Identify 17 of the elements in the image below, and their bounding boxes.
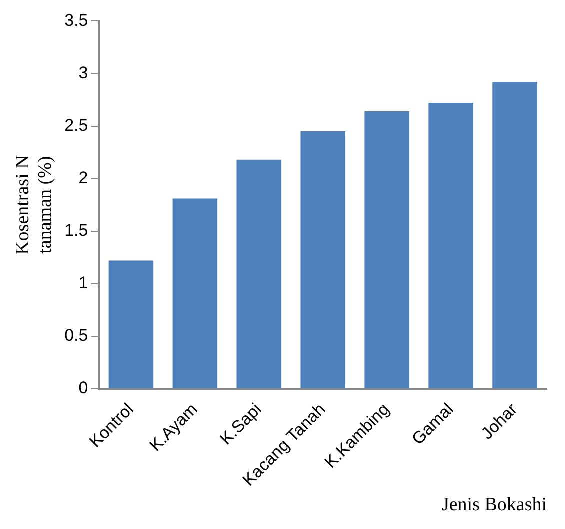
y-tick-label: 2: [78, 168, 88, 188]
bar: [108, 260, 154, 388]
y-tick-label: 0: [78, 378, 88, 398]
bar: [364, 112, 410, 388]
y-tick-label: 1: [78, 274, 88, 293]
x-axis-title: Jenis Bokashi: [442, 494, 547, 516]
y-tick-label: 3.5: [64, 10, 88, 30]
y-tick-label: 3: [78, 63, 88, 82]
bar: [236, 160, 282, 388]
bar: [300, 132, 346, 388]
bar: [492, 82, 538, 388]
y-tick-label: 1.5: [64, 221, 88, 240]
y-tick-label: 2.5: [64, 116, 88, 135]
y-axis-title: Kosentrasi N tanaman (%): [12, 154, 56, 255]
bar: [428, 103, 474, 388]
bar: [172, 198, 218, 388]
y-tick-label: 0.5: [64, 326, 88, 346]
